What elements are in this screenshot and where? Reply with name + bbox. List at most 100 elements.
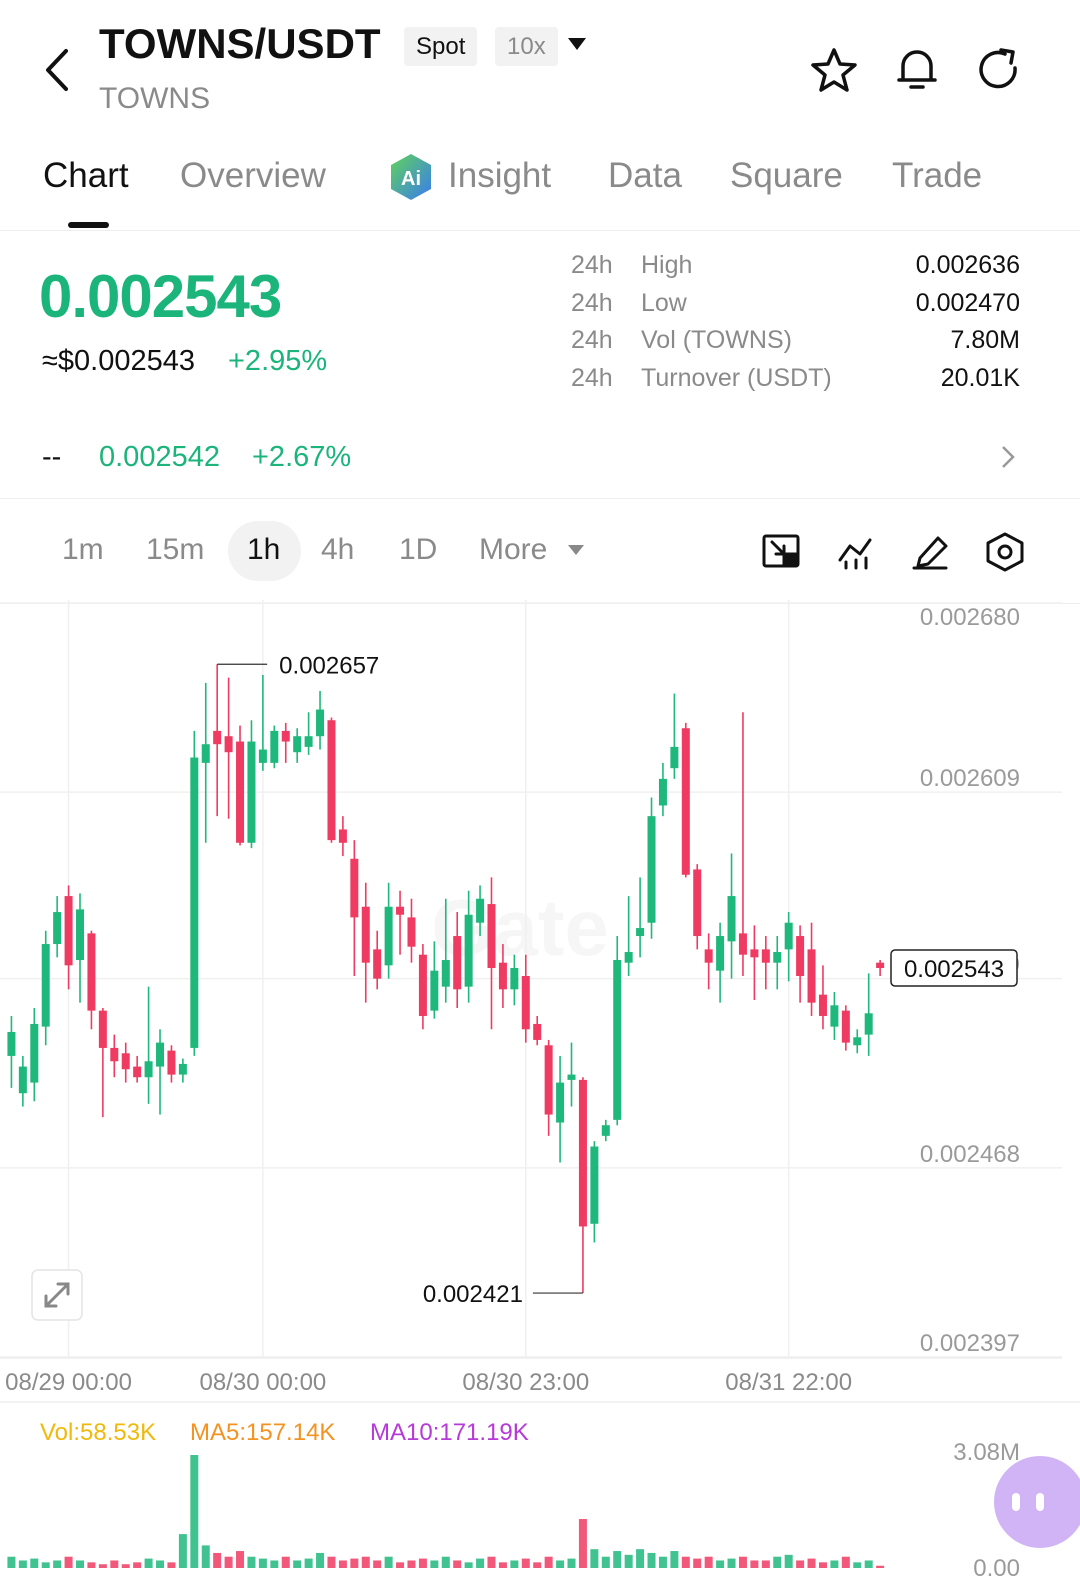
favorite-icon[interactable] <box>810 46 858 94</box>
volume-bar <box>247 1556 256 1568</box>
chevron-right[interactable] <box>998 444 1018 470</box>
candle-body <box>7 1031 16 1056</box>
tab[interactable]: Insight <box>448 156 552 195</box>
volume-bar <box>384 1556 393 1568</box>
volume-bar <box>590 1549 599 1568</box>
candle-body <box>853 1037 862 1046</box>
candle-body <box>738 933 747 955</box>
candle-body <box>670 746 679 769</box>
candle-body <box>121 1053 130 1070</box>
volume-bar <box>396 1562 405 1568</box>
volume-bar <box>578 1519 587 1568</box>
volume-bar <box>510 1560 519 1568</box>
interval[interactable]: 1D <box>399 533 438 566</box>
candle-body <box>133 1066 142 1078</box>
alert-icon[interactable] <box>893 44 941 94</box>
y-tick-label: 0.00 <box>973 1555 1020 1582</box>
expand-button[interactable] <box>31 1269 83 1321</box>
candle-body <box>418 954 427 1016</box>
more-dropdown[interactable] <box>566 543 586 557</box>
candle-body <box>41 944 50 1027</box>
volume-bar <box>464 1562 473 1568</box>
volume-bar <box>818 1562 827 1568</box>
candle-body <box>578 1079 587 1227</box>
volume-bar <box>224 1556 233 1568</box>
tab[interactable]: Chart <box>43 156 129 195</box>
candle-body <box>533 1023 542 1040</box>
index-price: 0.002542 <box>99 441 220 473</box>
interval[interactable]: 4h <box>321 533 355 566</box>
candle-body <box>98 1010 107 1048</box>
volume-bar <box>830 1560 839 1568</box>
volume-bar <box>601 1556 610 1568</box>
pair-title: TOWNS/USDT <box>99 20 381 67</box>
candle-body <box>30 1023 39 1083</box>
volume-bar <box>613 1551 622 1568</box>
indicator-tool[interactable] <box>838 538 872 570</box>
volume-bar <box>476 1558 485 1568</box>
volume-bar <box>178 1534 187 1568</box>
assistant-button[interactable] <box>994 1456 1080 1548</box>
settings-tool[interactable] <box>986 532 1024 572</box>
index-change: +2.67% <box>252 441 352 473</box>
volume-bar <box>64 1556 73 1568</box>
volume-bar <box>567 1558 576 1568</box>
interval[interactable]: More <box>479 533 548 566</box>
volume-bar <box>796 1560 805 1568</box>
volume-bar <box>7 1556 16 1568</box>
candle-body <box>647 816 656 923</box>
refresh-icon[interactable] <box>975 46 1023 94</box>
candle-body <box>293 736 302 753</box>
fullscreen-tool[interactable] <box>762 534 800 568</box>
volume-bar <box>658 1556 667 1568</box>
volume-bar <box>293 1560 302 1568</box>
candle-body <box>247 741 256 843</box>
volume-bar <box>876 1565 885 1568</box>
tab[interactable]: Square <box>730 156 843 195</box>
candle-body <box>178 1063 187 1075</box>
x-tick-label: 08/30 23:00 <box>462 1369 589 1396</box>
y-tick-label: 3.08M <box>953 1439 1020 1466</box>
back-button[interactable] <box>38 45 78 95</box>
volume-bar <box>441 1556 450 1568</box>
volume-bar <box>304 1558 313 1568</box>
volume-bar <box>133 1562 142 1568</box>
volume-bar <box>258 1558 267 1568</box>
volume-bar <box>121 1564 130 1568</box>
last-price: 0.002543 <box>39 263 282 330</box>
volume-bar <box>430 1560 439 1568</box>
volume-bar <box>533 1562 542 1568</box>
interval[interactable]: 1m <box>62 533 104 566</box>
pair-dropdown[interactable] <box>566 36 588 52</box>
candle-body <box>236 741 245 843</box>
candle-body <box>624 952 633 963</box>
stat-value: 0.002470 <box>915 288 1020 317</box>
draw-tool[interactable] <box>912 536 948 570</box>
volume-bar <box>670 1551 679 1568</box>
stat-name: Turnover (USDT) <box>641 363 832 392</box>
candle-body <box>636 928 645 937</box>
candle-body <box>18 1066 27 1094</box>
candle-body <box>510 968 519 990</box>
interval-selected-bg <box>228 521 301 581</box>
candle-body <box>110 1047 119 1062</box>
interval[interactable]: 1h <box>247 533 281 566</box>
tab[interactable]: Data <box>608 156 682 195</box>
high-label: 0.002657 <box>279 652 379 679</box>
volume-bar <box>624 1554 633 1568</box>
tab[interactable]: Overview <box>180 156 326 195</box>
volume-bar <box>338 1560 347 1568</box>
candle-body <box>716 936 725 971</box>
candle-body <box>601 1125 610 1136</box>
fiat-price: ≈$0.002543 <box>42 345 196 377</box>
x-tick-label: 08/30 00:00 <box>199 1369 326 1396</box>
volume-bar <box>647 1552 656 1568</box>
candle-body <box>841 1010 850 1043</box>
tab[interactable]: Trade <box>892 156 983 195</box>
y-tick-label: 0.002609 <box>920 765 1020 792</box>
interval[interactable]: 15m <box>146 533 205 566</box>
volume-bar <box>167 1562 176 1568</box>
candle-body <box>167 1050 176 1075</box>
candle-body <box>750 949 759 958</box>
